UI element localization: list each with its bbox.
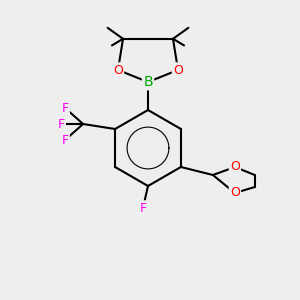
Text: F: F xyxy=(58,118,65,130)
Text: O: O xyxy=(230,160,240,173)
Text: F: F xyxy=(140,202,147,214)
Text: F: F xyxy=(61,101,69,115)
Text: B: B xyxy=(143,75,153,89)
Text: O: O xyxy=(173,64,183,76)
Text: O: O xyxy=(230,187,240,200)
Text: O: O xyxy=(113,64,123,76)
Text: F: F xyxy=(61,134,69,146)
